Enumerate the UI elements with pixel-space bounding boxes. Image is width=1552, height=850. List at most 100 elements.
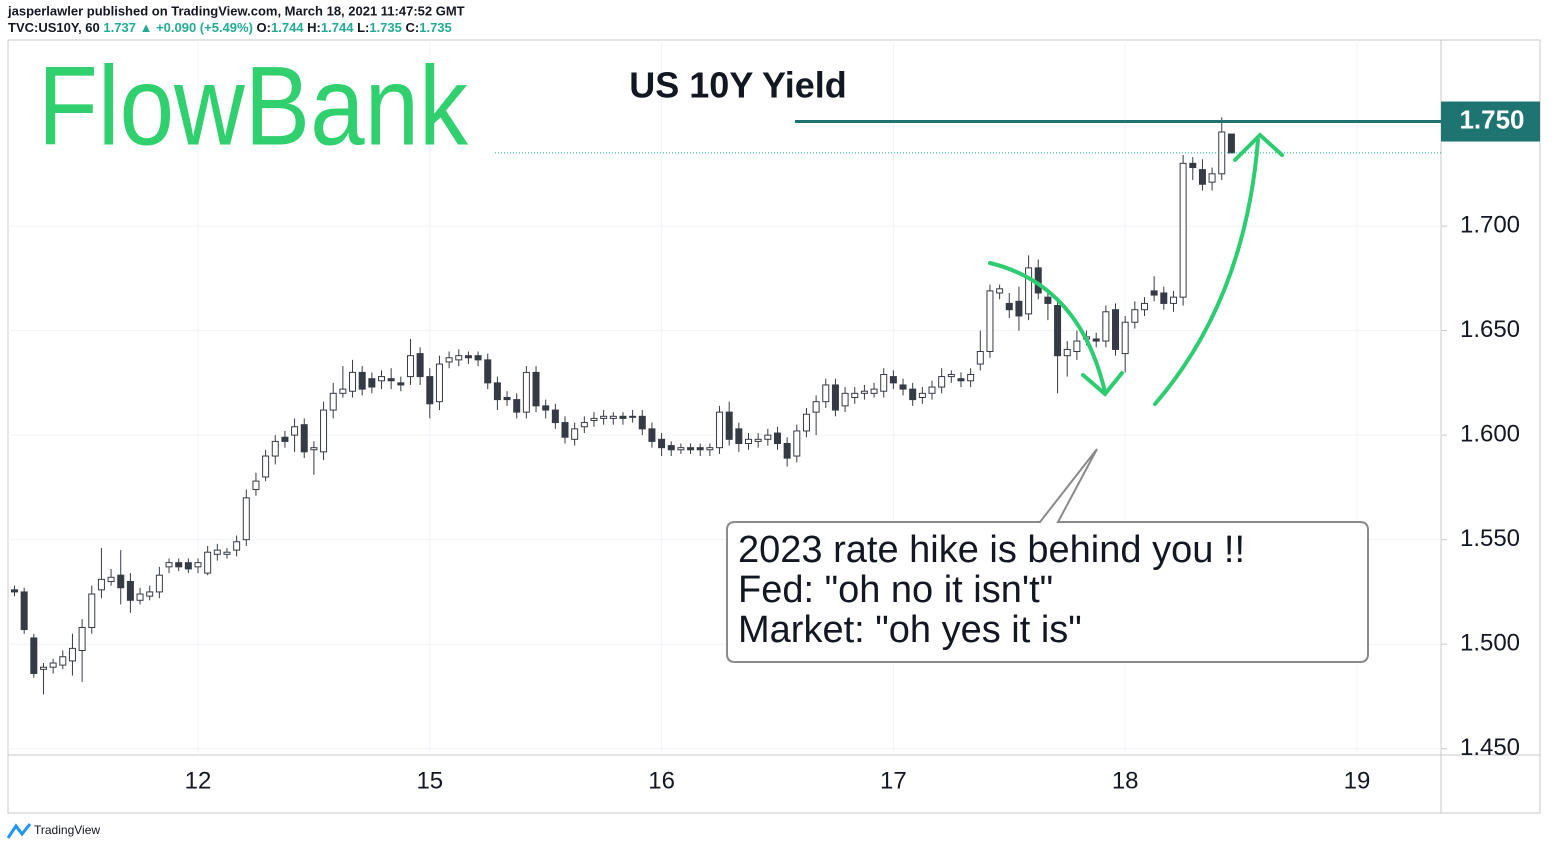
- candle-body: [233, 541, 241, 551]
- plot: [11, 117, 1441, 695]
- open-value: 1.744: [271, 20, 304, 35]
- candle-body: [493, 382, 501, 401]
- candle-body: [735, 428, 743, 444]
- close-value: 1.735: [419, 20, 452, 35]
- candle-body: [339, 388, 347, 394]
- candle-body: [474, 355, 482, 361]
- candle-body: [947, 374, 955, 378]
- candle-body: [20, 591, 28, 631]
- up-arrow: [1153, 138, 1260, 406]
- candle-body: [1092, 338, 1100, 342]
- candle-body: [1198, 169, 1206, 185]
- candle-body: [117, 574, 125, 589]
- y-tick-label: 1.650: [1460, 316, 1520, 343]
- candle-body: [88, 593, 96, 628]
- candle-body: [513, 399, 521, 413]
- candle-body: [677, 447, 685, 451]
- down-arrow: [988, 261, 1107, 394]
- candle-body: [281, 436, 289, 442]
- candle-body: [551, 409, 559, 424]
- candle-body: [1102, 311, 1110, 342]
- y-tick-label: 1.600: [1460, 420, 1520, 447]
- candle-body: [1169, 296, 1177, 304]
- candle-body: [561, 422, 569, 438]
- candle-body: [831, 384, 839, 411]
- candle-body: [445, 357, 453, 363]
- candle-body: [1121, 321, 1129, 355]
- candle-body: [97, 578, 105, 591]
- candle-body: [1073, 340, 1081, 353]
- callout-text: 2023 rate hike is behind you !!Fed: "oh …: [738, 529, 1245, 651]
- candle-body: [310, 447, 318, 451]
- candle-body: [349, 371, 357, 392]
- candle-body: [986, 290, 994, 353]
- candle-body: [1227, 133, 1235, 154]
- level-label-box: [1441, 101, 1540, 142]
- arrows: [988, 132, 1284, 406]
- candle-body: [378, 376, 386, 382]
- candle-body: [783, 442, 791, 459]
- candle-body: [812, 401, 820, 413]
- candle-body: [793, 430, 801, 457]
- y-tick-label: 1.500: [1460, 630, 1520, 657]
- candle-body: [175, 562, 183, 568]
- candle-body: [773, 432, 781, 444]
- candle-body: [996, 288, 1004, 294]
- candle-body: [416, 353, 424, 378]
- candle-body: [745, 438, 753, 444]
- candle-body: [860, 390, 868, 394]
- candle-body: [49, 662, 57, 668]
- candle-body: [39, 666, 47, 670]
- chart-title: US 10Y Yield: [629, 65, 846, 106]
- candle-body: [184, 562, 192, 570]
- axes: 1.450 1.500 1.550 1.600 1.650 1.700 12 15 16 17 18…: [185, 101, 1540, 794]
- candle-body: [1063, 348, 1071, 357]
- candle-body: [658, 438, 666, 449]
- candle-body: [1208, 173, 1216, 183]
- footer-brand: TradingView: [34, 823, 100, 837]
- candle-body: [397, 382, 405, 386]
- candle-body: [928, 386, 936, 394]
- candle-body: [1131, 309, 1139, 323]
- candle-body: [841, 392, 849, 407]
- candle-body: [107, 576, 115, 582]
- candle-body: [725, 411, 733, 440]
- candle-body: [146, 591, 154, 597]
- candle-body: [194, 562, 202, 568]
- candle-body: [1005, 302, 1013, 311]
- candle-body: [271, 440, 279, 457]
- candle-body: [1015, 300, 1023, 317]
- x-tick-label: 16: [648, 767, 675, 794]
- candle-body: [571, 428, 579, 440]
- candle-body: [387, 378, 395, 382]
- candle-body: [78, 626, 86, 651]
- candle-body: [455, 355, 463, 361]
- candle-body: [300, 424, 308, 453]
- candle-body: [426, 376, 434, 405]
- h-label: H:: [307, 20, 321, 35]
- candle-body: [976, 351, 984, 365]
- candle-body: [213, 549, 221, 555]
- candle-body: [532, 371, 540, 407]
- candle-body: [329, 392, 337, 411]
- candle-body: [967, 374, 975, 382]
- x-tick-label: 17: [880, 767, 907, 794]
- arrow-head: [1081, 371, 1124, 397]
- candle-body: [503, 397, 511, 401]
- candle-body: [1112, 309, 1120, 350]
- y-tick-label: 1.550: [1460, 525, 1520, 552]
- candle-body: [358, 371, 366, 390]
- arrow-head: [1233, 132, 1284, 162]
- candle-body: [687, 447, 695, 451]
- candle-body: [522, 371, 530, 413]
- arrow: ▲: [140, 20, 153, 35]
- symbol: TVC:US10Y, 60: [8, 20, 100, 35]
- callout-line: 2023 rate hike is behind you !!: [738, 529, 1245, 571]
- candle-body: [252, 480, 260, 490]
- candle-body: [59, 656, 67, 666]
- o-label: O:: [257, 20, 271, 35]
- candle-body: [667, 445, 675, 451]
- high-value: 1.744: [321, 20, 354, 35]
